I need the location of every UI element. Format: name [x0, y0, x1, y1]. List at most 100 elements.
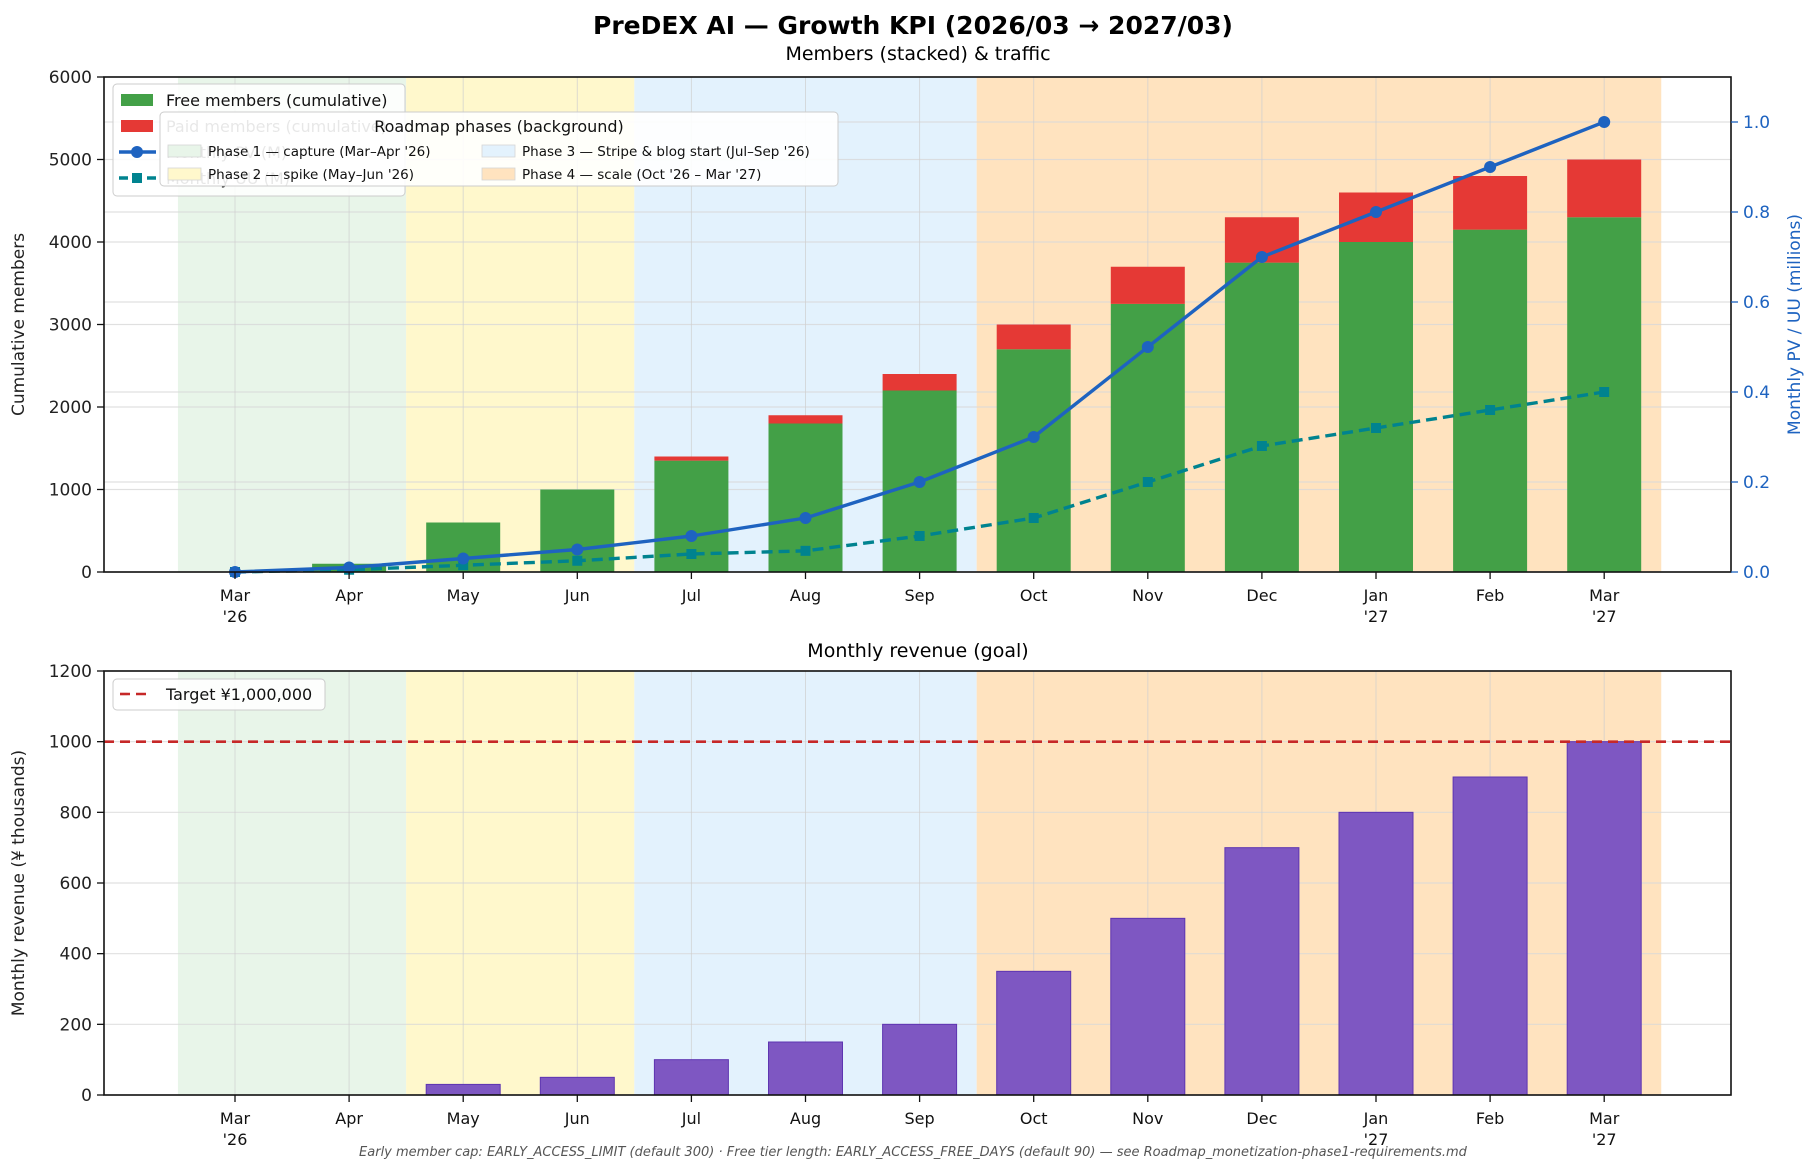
x-tick-label: Oct	[1020, 1109, 1048, 1128]
point-monthly-uu	[458, 560, 469, 571]
phase-label-2: Phase 2 — spike (May–Jun '26)	[208, 167, 414, 183]
bar-monthly-revenue	[1452, 776, 1528, 1096]
x-tick-label: Mar	[1589, 1109, 1620, 1128]
y-tick-label: 800	[60, 803, 92, 823]
y-right-tick-label: 0.2	[1743, 473, 1770, 493]
point-monthly-pv	[1141, 341, 1154, 353]
bar-monthly-revenue	[539, 1076, 615, 1096]
point-monthly-pv	[913, 476, 926, 488]
y-right-tick-label: 0.6	[1743, 293, 1770, 313]
x-tick-label: May	[447, 586, 480, 605]
point-monthly-uu	[1485, 405, 1496, 415]
y-tick-label: 2000	[49, 398, 92, 418]
y-tick-label: 600	[60, 874, 92, 894]
point-monthly-pv	[457, 552, 470, 565]
x-tick-label-year: '27	[1592, 607, 1617, 626]
bar-paid-members	[654, 456, 729, 461]
footnote: Early member cap: EARLY_ACCESS_LIMIT (de…	[359, 1145, 1468, 1160]
phase-swatch-4	[481, 167, 516, 181]
bar-monthly-revenue	[653, 1059, 729, 1096]
members-traffic-chart: 0 1000 2000 3000 4000 5000 6000 Mar '26 Apr May Jun…	[9, 68, 1805, 626]
point-monthly-pv	[571, 543, 584, 556]
point-monthly-uu	[1142, 477, 1153, 487]
point-monthly-uu	[914, 531, 925, 541]
phases-legend: Roadmap phases (background) Phase 1 — cap…	[159, 111, 839, 187]
x-tick-label: Dec	[1246, 1109, 1277, 1128]
bar-paid-members	[1110, 266, 1185, 304]
figure-title: PreDEX AI — Growth KPI (2026/03 → 2027/0…	[593, 11, 1233, 40]
point-monthly-pv	[1255, 251, 1268, 263]
x-tick-label: Sep	[905, 586, 935, 605]
point-monthly-uu	[572, 555, 583, 566]
legend-marker	[132, 173, 142, 183]
revenue-chart: 0 200 400 600 800 1000 1200 Mar '26 Apr May Jun Jul A…	[9, 662, 1732, 1149]
bar-paid-members	[768, 415, 843, 424]
x-tick-label: Apr	[335, 586, 363, 605]
bar-monthly-revenue	[1338, 811, 1414, 1096]
y-right-axis-label: Monthly PV / UU (millions)	[1785, 214, 1805, 435]
bar-paid-members	[1453, 176, 1528, 230]
bar-paid-members	[882, 374, 957, 391]
y-tick-label: 400	[60, 945, 92, 965]
y-axis-label: Cumulative members	[9, 233, 29, 416]
point-monthly-pv	[1484, 161, 1497, 173]
point-monthly-pv	[799, 512, 812, 524]
x-tick-label: Jun	[564, 586, 590, 605]
x-tick-label: Aug	[790, 1109, 821, 1128]
x-tick-label: Sep	[905, 1109, 935, 1128]
x-tick-label-year: '26	[223, 1130, 248, 1149]
x-tick-label-year: '27	[1364, 607, 1389, 626]
bar-free-members	[1339, 242, 1413, 572]
x-tick-label-year: '27	[1364, 1130, 1389, 1149]
y-tick-label: 0	[81, 1086, 92, 1106]
legend-swatch	[121, 120, 153, 132]
point-monthly-uu	[1599, 387, 1610, 397]
y-tick-label: 1000	[49, 733, 92, 753]
phase-swatch-1	[167, 144, 202, 158]
x-tick-label: Apr	[335, 1109, 363, 1128]
bar-paid-members	[996, 324, 1071, 350]
x-tick-label: Nov	[1132, 1109, 1163, 1128]
point-monthly-pv	[1370, 206, 1382, 218]
bar-free-members	[1453, 229, 1528, 572]
bar-monthly-revenue	[1224, 847, 1300, 1096]
point-monthly-uu	[1371, 423, 1381, 433]
bar-monthly-revenue	[425, 1083, 501, 1096]
phase-swatch-2	[167, 167, 202, 181]
y-axis-label: Monthly revenue (¥ thousands)	[9, 750, 29, 1016]
bar-monthly-revenue	[1566, 741, 1642, 1096]
x-tick-label: Feb	[1476, 586, 1504, 605]
legend-label: Target ¥1,000,000	[165, 685, 312, 704]
x-tick-label: Dec	[1246, 586, 1277, 605]
point-monthly-pv	[1598, 116, 1611, 128]
legend-box	[112, 678, 326, 711]
x-tick-label: Feb	[1476, 1109, 1504, 1128]
x-tick-label-year: '26	[223, 607, 248, 626]
x-tick-label: Mar	[220, 1109, 251, 1128]
bar-monthly-revenue	[996, 970, 1072, 1096]
bar-monthly-revenue	[1110, 917, 1186, 1096]
y-tick-label: 0	[81, 563, 92, 583]
point-monthly-uu	[1256, 441, 1267, 451]
legend-marker	[131, 146, 143, 158]
point-monthly-uu	[1028, 513, 1039, 523]
x-tick-label: May	[447, 1109, 480, 1128]
y-right-tick-label: 0.4	[1743, 383, 1770, 403]
x-tick-label-year: '27	[1592, 1130, 1617, 1149]
y-tick-label: 5000	[49, 151, 92, 171]
point-monthly-pv	[685, 530, 698, 542]
point-monthly-uu	[800, 545, 811, 556]
legend-label: Free members (cumulative)	[166, 91, 387, 110]
y-tick-label: 200	[60, 1015, 92, 1035]
x-tick-label: Mar	[1589, 586, 1620, 605]
phase-swatch-3	[481, 144, 516, 158]
phase-label-4: Phase 4 — scale (Oct '26 – Mar '27)	[522, 167, 761, 183]
phase-label-1: Phase 1 — capture (Mar–Apr '26)	[208, 144, 431, 160]
bar-monthly-revenue	[882, 1023, 958, 1096]
y-tick-label: 3000	[49, 316, 92, 336]
point-monthly-uu	[686, 549, 697, 559]
bottom-chart-title: Monthly revenue (goal)	[807, 640, 1028, 662]
point-monthly-pv	[343, 561, 356, 574]
x-tick-label: Jun	[564, 1109, 590, 1128]
